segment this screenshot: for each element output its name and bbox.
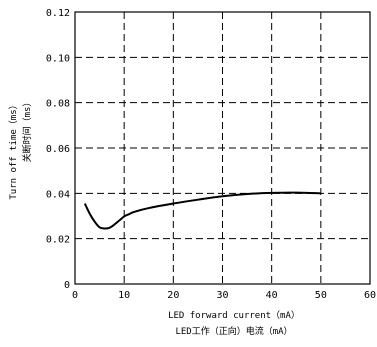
x-axis-label: LED forward current（mA） [168,310,300,321]
y-tick-label: 0.06 [46,144,70,155]
series-layer [83,191,321,230]
x-tick-label: 30 [216,290,228,301]
plot-frame [74,11,371,285]
y-axis-label: Turn off time（ms） [8,100,19,199]
y-tick-label: 0 [64,280,70,291]
y-tick-label: 0.10 [46,53,70,64]
y-tick-label: 0.02 [46,235,70,246]
grid [75,12,370,284]
x-tick-label: 40 [266,290,278,301]
x-tick-label: 0 [72,290,78,301]
x-axis-label-cn: LED工作（正向）电流（mA） [175,325,292,337]
y-tick-label: 0.04 [46,189,70,200]
series-line [83,191,321,230]
x-tick-label: 50 [315,290,327,301]
x-tick-label: 60 [364,290,376,301]
y-tick-label: 0.08 [46,99,70,110]
x-tick-label: 10 [118,290,130,301]
x-tick-label: 20 [167,290,179,301]
y-tick-label: 0.12 [46,8,70,19]
y-tick-labels: 0 0.02 0.04 0.06 0.08 0.10 0.12 [46,8,70,291]
x-tick-labels: 0 10 20 30 40 50 60 [72,290,376,301]
y-axis-label-cn: 关断时间（ms） [21,98,33,163]
